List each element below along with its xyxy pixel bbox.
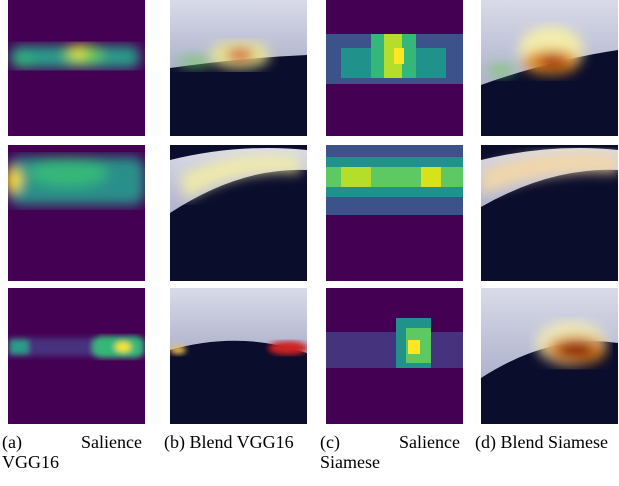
image-panel	[170, 288, 307, 424]
shape	[10, 340, 28, 354]
image-panel	[170, 145, 307, 281]
shape	[115, 342, 131, 352]
shape	[177, 41, 270, 69]
shape	[180, 154, 300, 200]
shape	[170, 288, 307, 353]
shape	[28, 159, 108, 187]
shape	[71, 47, 85, 59]
shape	[326, 332, 463, 368]
caption: (a) Salience VGG16	[2, 432, 142, 472]
image-panel	[481, 288, 618, 424]
image-panel	[170, 0, 307, 136]
shape	[384, 34, 402, 78]
shape	[421, 167, 441, 187]
shape	[539, 56, 567, 68]
shape	[268, 341, 307, 355]
image-panel	[326, 145, 463, 281]
shape	[341, 167, 371, 187]
shape	[487, 64, 515, 76]
shape	[487, 26, 583, 76]
image-panel	[326, 288, 463, 424]
shape	[170, 341, 307, 355]
shape	[536, 321, 606, 365]
shape	[8, 168, 21, 192]
shape	[177, 56, 213, 68]
shape	[8, 157, 145, 205]
shape	[170, 0, 307, 68]
shape	[408, 340, 420, 354]
shape	[170, 346, 186, 354]
shape	[13, 53, 33, 67]
shape	[481, 152, 618, 195]
image-panel	[8, 145, 145, 281]
shape	[10, 44, 140, 68]
image-panel	[8, 0, 145, 136]
caption: (b) Blend VGG16	[164, 432, 294, 452]
caption: (c) Salience Siamese	[320, 432, 460, 472]
shape	[8, 336, 145, 358]
shape	[394, 48, 404, 64]
caption: (d) Blend Siamese	[475, 432, 608, 452]
image-panel	[481, 145, 618, 281]
image-panel	[8, 288, 145, 424]
image-panel	[481, 0, 618, 136]
shape	[556, 342, 596, 358]
shape	[481, 152, 618, 195]
shape	[226, 49, 254, 61]
image-panel	[326, 0, 463, 136]
shape	[180, 154, 300, 200]
